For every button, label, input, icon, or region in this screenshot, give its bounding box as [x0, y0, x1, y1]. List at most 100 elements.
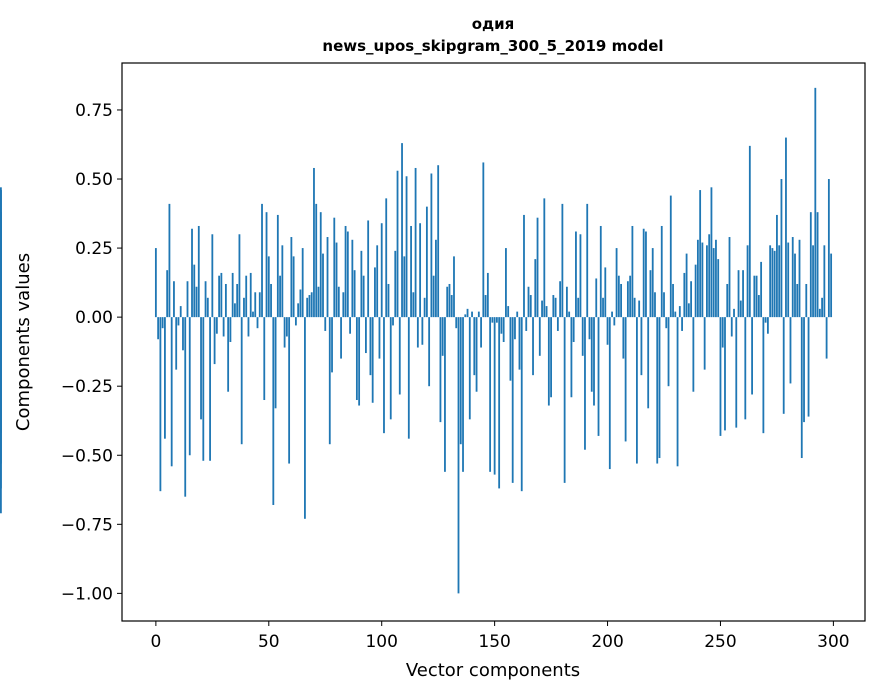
bar-228 — [669, 195, 672, 318]
bar-104 — [389, 317, 392, 420]
bar-137 — [464, 314, 467, 318]
bar-204 — [615, 248, 618, 318]
bar-201 — [608, 317, 611, 470]
bar-134 — [457, 317, 460, 594]
bar-224 — [660, 225, 663, 318]
bar-152 — [498, 317, 501, 489]
bar-151 — [495, 317, 498, 323]
bar-205 — [617, 275, 620, 318]
bar-65 — [301, 248, 304, 318]
bar-232 — [678, 306, 681, 318]
bar-187 — [577, 297, 580, 318]
bar-139 — [468, 317, 471, 420]
bar-282 — [791, 237, 794, 318]
bar-28 — [218, 275, 221, 318]
bar-288 — [805, 283, 808, 318]
bar-115 — [414, 167, 417, 318]
bar-95 — [369, 317, 372, 376]
bar-206 — [620, 283, 622, 318]
bar-53 — [274, 317, 277, 409]
bar-34 — [231, 272, 234, 318]
bar-23 — [206, 297, 209, 318]
bar-119 — [423, 297, 426, 318]
bar-93 — [365, 317, 367, 354]
bar-279 — [785, 137, 787, 318]
bar-193 — [590, 317, 593, 392]
bar-280 — [787, 242, 790, 318]
bar-164 — [525, 317, 528, 331]
bar-253 — [726, 283, 729, 318]
bar-88 — [353, 270, 356, 318]
bar-272 — [769, 245, 772, 318]
bar-185 — [572, 317, 575, 342]
bar-226 — [665, 317, 668, 329]
bar-59 — [288, 317, 291, 464]
bar-26 — [213, 317, 216, 365]
bar-262 — [746, 245, 749, 318]
bar-55 — [279, 275, 281, 318]
bar-33 — [229, 317, 232, 342]
bar-100 — [380, 223, 383, 318]
bar-281 — [789, 317, 792, 384]
bar-175 — [550, 317, 552, 398]
bar-77 — [328, 317, 331, 445]
bar-98 — [376, 245, 379, 318]
bar-130 — [448, 283, 451, 318]
bar-54 — [276, 214, 279, 318]
bar-15 — [188, 317, 191, 456]
bar-113 — [410, 225, 412, 318]
bar-48 — [263, 317, 266, 401]
bar-249 — [717, 259, 720, 318]
bar-undefined — [0, 317, 2, 464]
bar-27 — [215, 317, 218, 334]
bar-80 — [335, 242, 338, 318]
bar-11 — [179, 306, 182, 318]
bar-63 — [297, 303, 300, 318]
bar-128 — [444, 317, 446, 472]
bar-207 — [622, 317, 625, 359]
bar-208 — [624, 317, 627, 442]
bar-268 — [760, 261, 763, 318]
bar-161 — [518, 317, 521, 370]
bar-140 — [471, 311, 473, 318]
bar-90 — [358, 317, 361, 406]
bar-36 — [236, 283, 239, 318]
bar-297 — [825, 317, 828, 359]
x-tick-label: 150 — [478, 632, 510, 652]
bar-214 — [638, 300, 641, 318]
bar-196 — [597, 317, 600, 436]
bar-233 — [681, 317, 683, 331]
bar-179 — [559, 281, 562, 318]
bar-197 — [599, 225, 602, 318]
bar-227 — [667, 317, 670, 387]
bar-68 — [308, 295, 311, 318]
bar-269 — [762, 317, 765, 434]
bar-2 — [159, 317, 162, 492]
bar-62 — [294, 317, 297, 326]
bar-69 — [310, 292, 313, 318]
bar-188 — [579, 234, 582, 318]
bar-12 — [182, 317, 184, 351]
bar-180 — [561, 203, 564, 318]
bar-114 — [412, 292, 415, 318]
bar-22 — [204, 281, 207, 318]
y-tick-label: 0.00 — [75, 308, 113, 328]
bar-46 — [258, 292, 261, 318]
bar-183 — [568, 311, 571, 318]
bar-52 — [272, 317, 275, 505]
bar-64 — [299, 289, 302, 318]
bar-284 — [796, 283, 799, 318]
bar-149 — [491, 317, 494, 323]
bar-222 — [656, 317, 659, 464]
bar-99 — [378, 317, 381, 359]
bar-132 — [453, 256, 455, 318]
y-tick-label: −0.50 — [61, 446, 113, 466]
bar-168 — [534, 259, 537, 318]
bar-291 — [812, 245, 814, 318]
bar-24 — [209, 317, 211, 461]
bar-96 — [371, 317, 374, 403]
bar-17 — [193, 264, 196, 318]
bar-225 — [663, 292, 665, 318]
bar-78 — [331, 317, 333, 373]
bar-212 — [633, 297, 636, 318]
